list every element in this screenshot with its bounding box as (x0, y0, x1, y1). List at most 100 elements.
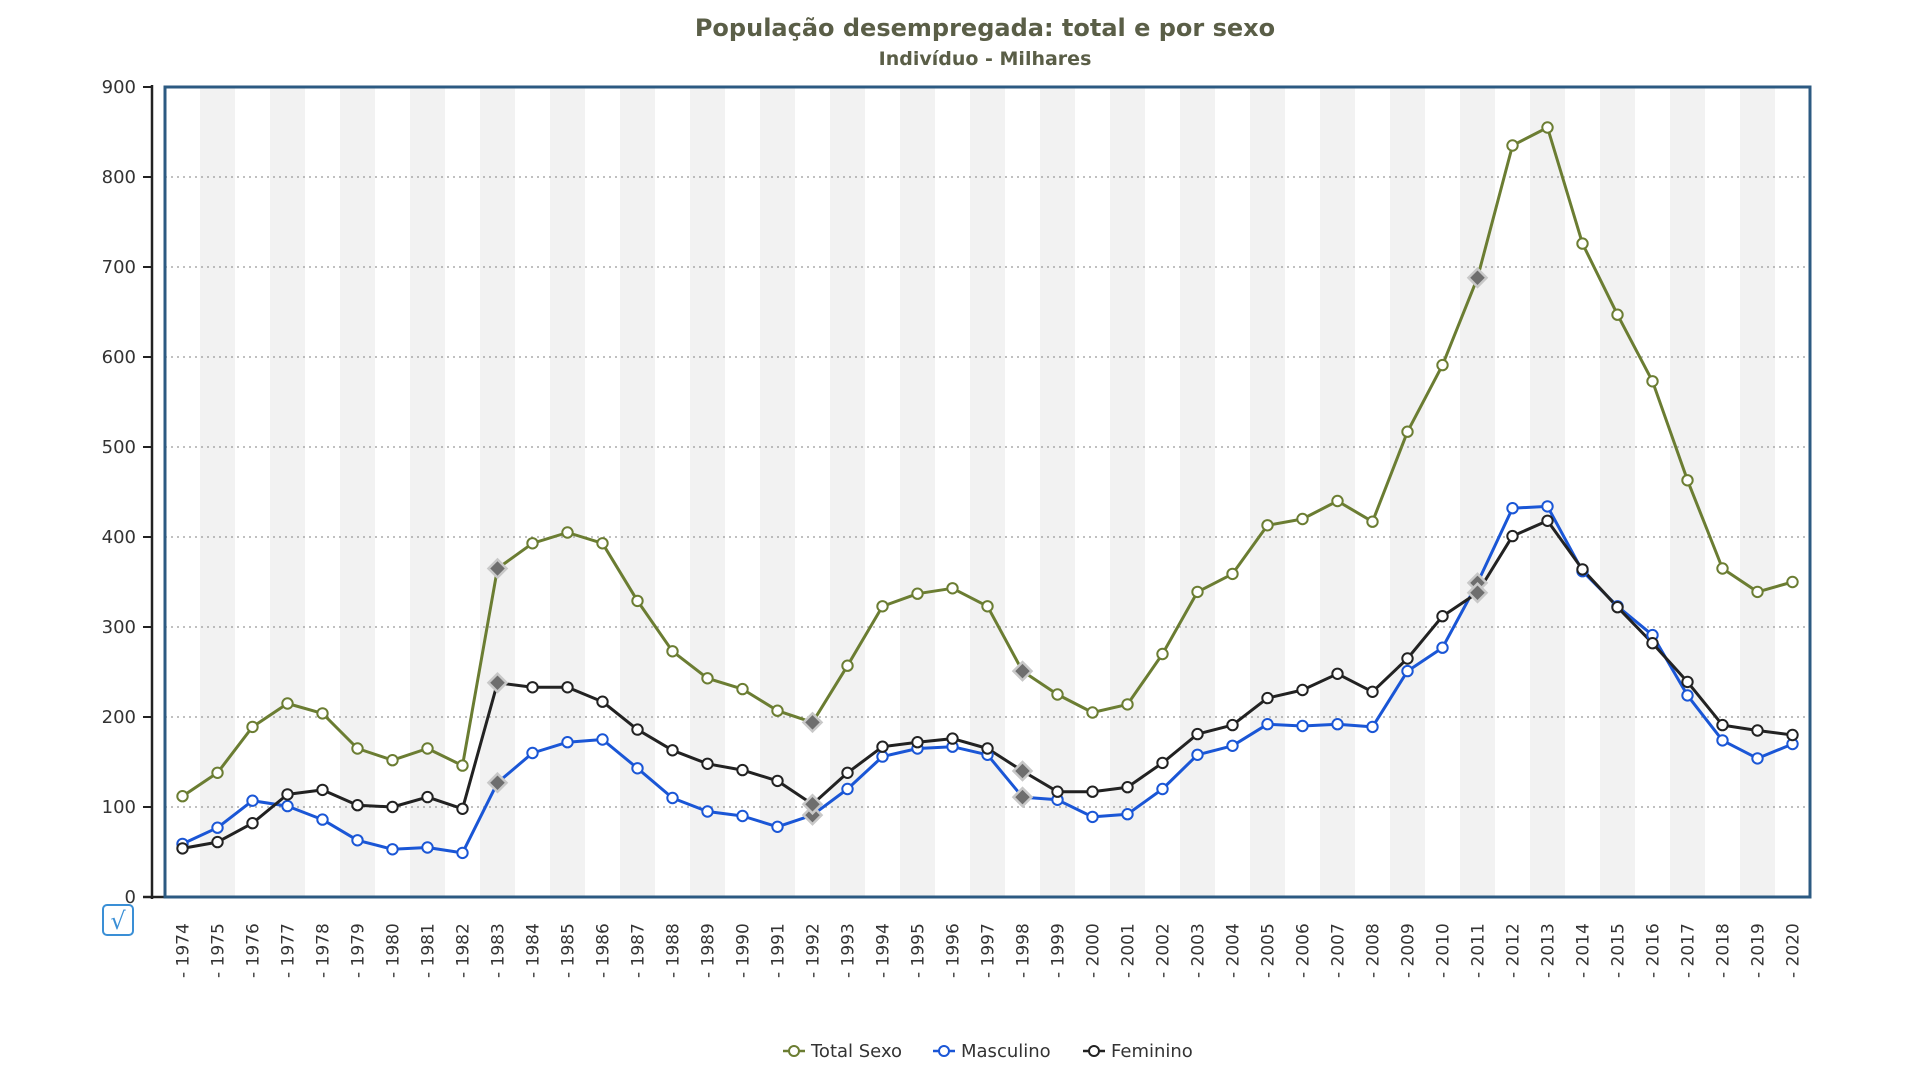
data-point-feminino[interactable] (1436, 610, 1449, 623)
data-point-masculino[interactable] (456, 846, 469, 860)
data-point-total-sexo[interactable] (1576, 237, 1589, 250)
data-point-feminino[interactable] (1156, 756, 1169, 770)
data-point-feminino[interactable] (421, 790, 434, 804)
data-point-masculino[interactable] (1681, 689, 1694, 702)
data-point-total-sexo[interactable] (1401, 425, 1414, 438)
data-point-feminino[interactable] (1786, 728, 1799, 742)
data-point-feminino[interactable] (981, 742, 994, 755)
data-point-feminino[interactable] (1401, 652, 1414, 665)
annotation-diamond[interactable] (801, 711, 824, 734)
annotation-diamond[interactable] (801, 793, 824, 816)
data-point-masculino[interactable] (701, 805, 714, 818)
data-point-total-sexo[interactable] (946, 582, 959, 595)
data-point-masculino[interactable] (561, 736, 574, 749)
data-point-total-sexo[interactable] (386, 754, 399, 767)
data-point-total-sexo[interactable] (841, 659, 854, 672)
data-point-masculino[interactable] (351, 834, 364, 847)
data-point-masculino[interactable] (1261, 718, 1274, 731)
data-point-masculino[interactable] (1366, 720, 1379, 734)
data-point-total-sexo[interactable] (526, 537, 539, 550)
annotation-diamond[interactable] (1011, 660, 1034, 682)
data-point-total-sexo[interactable] (1786, 575, 1799, 589)
data-point-total-sexo[interactable] (1611, 308, 1624, 321)
data-point-total-sexo[interactable] (666, 645, 679, 658)
data-point-total-sexo[interactable] (1156, 647, 1169, 661)
annotation-diamond[interactable] (801, 804, 824, 826)
annotation-diamond[interactable] (486, 771, 509, 794)
annotation-diamond[interactable] (486, 672, 509, 694)
data-point-total-sexo[interactable] (456, 759, 469, 772)
data-point-masculino[interactable] (281, 799, 294, 813)
data-point-masculino[interactable] (1121, 808, 1134, 821)
data-point-feminino[interactable] (771, 774, 784, 788)
annotation-diamond[interactable] (1466, 267, 1489, 289)
data-point-feminino[interactable] (456, 802, 469, 815)
data-point-feminino[interactable] (1716, 718, 1729, 732)
data-point-total-sexo[interactable] (1681, 474, 1694, 487)
data-point-total-sexo[interactable] (1226, 567, 1239, 581)
data-point-total-sexo[interactable] (211, 766, 224, 779)
data-point-total-sexo[interactable] (1191, 585, 1204, 599)
data-point-masculino[interactable] (876, 750, 889, 763)
data-point-total-sexo[interactable] (1436, 358, 1449, 372)
data-point-masculino[interactable] (1086, 810, 1099, 824)
data-point-feminino[interactable] (911, 736, 924, 749)
data-point-feminino[interactable] (1191, 727, 1204, 741)
data-point-feminino[interactable] (386, 800, 399, 814)
annotation-diamond[interactable] (1011, 786, 1034, 808)
data-point-feminino[interactable] (1681, 675, 1694, 689)
data-point-masculino[interactable] (1506, 502, 1519, 515)
data-point-feminino[interactable] (1121, 781, 1134, 794)
legend-item[interactable]: Masculino (933, 1041, 1051, 1062)
data-point-masculino[interactable] (1156, 782, 1169, 796)
data-point-masculino[interactable] (316, 813, 329, 826)
legend-item[interactable]: Total Sexo (783, 1041, 902, 1062)
data-point-feminino[interactable] (1646, 637, 1659, 650)
data-point-masculino[interactable] (631, 762, 644, 775)
data-point-masculino[interactable] (666, 791, 679, 805)
data-point-total-sexo[interactable] (1541, 121, 1554, 134)
data-point-masculino[interactable] (771, 820, 784, 833)
data-point-masculino[interactable] (1226, 739, 1239, 752)
data-point-total-sexo[interactable] (281, 697, 294, 710)
data-point-feminino[interactable] (316, 783, 329, 797)
data-point-feminino[interactable] (351, 799, 364, 812)
data-point-feminino[interactable] (1541, 514, 1554, 527)
data-point-feminino[interactable] (246, 817, 259, 830)
data-point-feminino[interactable] (1506, 529, 1519, 543)
data-point-total-sexo[interactable] (1751, 585, 1764, 599)
toggle-box[interactable] (102, 904, 134, 936)
data-point-feminino[interactable] (631, 723, 644, 736)
annotation-diamond[interactable] (1466, 582, 1489, 604)
data-point-masculino[interactable] (1436, 641, 1449, 654)
data-point-masculino[interactable] (736, 809, 749, 823)
data-point-feminino[interactable] (1086, 785, 1099, 798)
data-point-masculino[interactable] (1751, 752, 1764, 765)
data-point-masculino[interactable] (386, 843, 399, 856)
data-point-masculino[interactable] (1296, 719, 1309, 733)
data-point-feminino[interactable] (561, 681, 574, 694)
data-point-feminino[interactable] (176, 842, 189, 855)
data-point-feminino[interactable] (1296, 683, 1309, 697)
data-point-masculino[interactable] (1401, 664, 1414, 678)
data-point-total-sexo[interactable] (316, 707, 329, 720)
data-point-feminino[interactable] (1226, 718, 1239, 732)
data-point-total-sexo[interactable] (981, 600, 994, 613)
data-point-masculino[interactable] (1191, 748, 1204, 761)
data-point-total-sexo[interactable] (876, 600, 889, 613)
data-point-feminino[interactable] (666, 744, 679, 757)
data-point-total-sexo[interactable] (1121, 698, 1134, 711)
data-point-total-sexo[interactable] (1646, 375, 1659, 388)
data-point-total-sexo[interactable] (1366, 515, 1379, 528)
annotation-diamond[interactable] (1011, 760, 1034, 782)
data-point-total-sexo[interactable] (771, 704, 784, 717)
data-point-masculino[interactable] (211, 821, 224, 834)
data-point-total-sexo[interactable] (1296, 512, 1309, 526)
data-point-total-sexo[interactable] (176, 790, 189, 803)
data-point-total-sexo[interactable] (1716, 562, 1729, 575)
data-point-masculino[interactable] (246, 794, 259, 807)
data-point-feminino[interactable] (1611, 601, 1624, 614)
data-point-feminino[interactable] (841, 766, 854, 779)
data-point-total-sexo[interactable] (701, 672, 714, 685)
data-point-feminino[interactable] (946, 732, 959, 745)
